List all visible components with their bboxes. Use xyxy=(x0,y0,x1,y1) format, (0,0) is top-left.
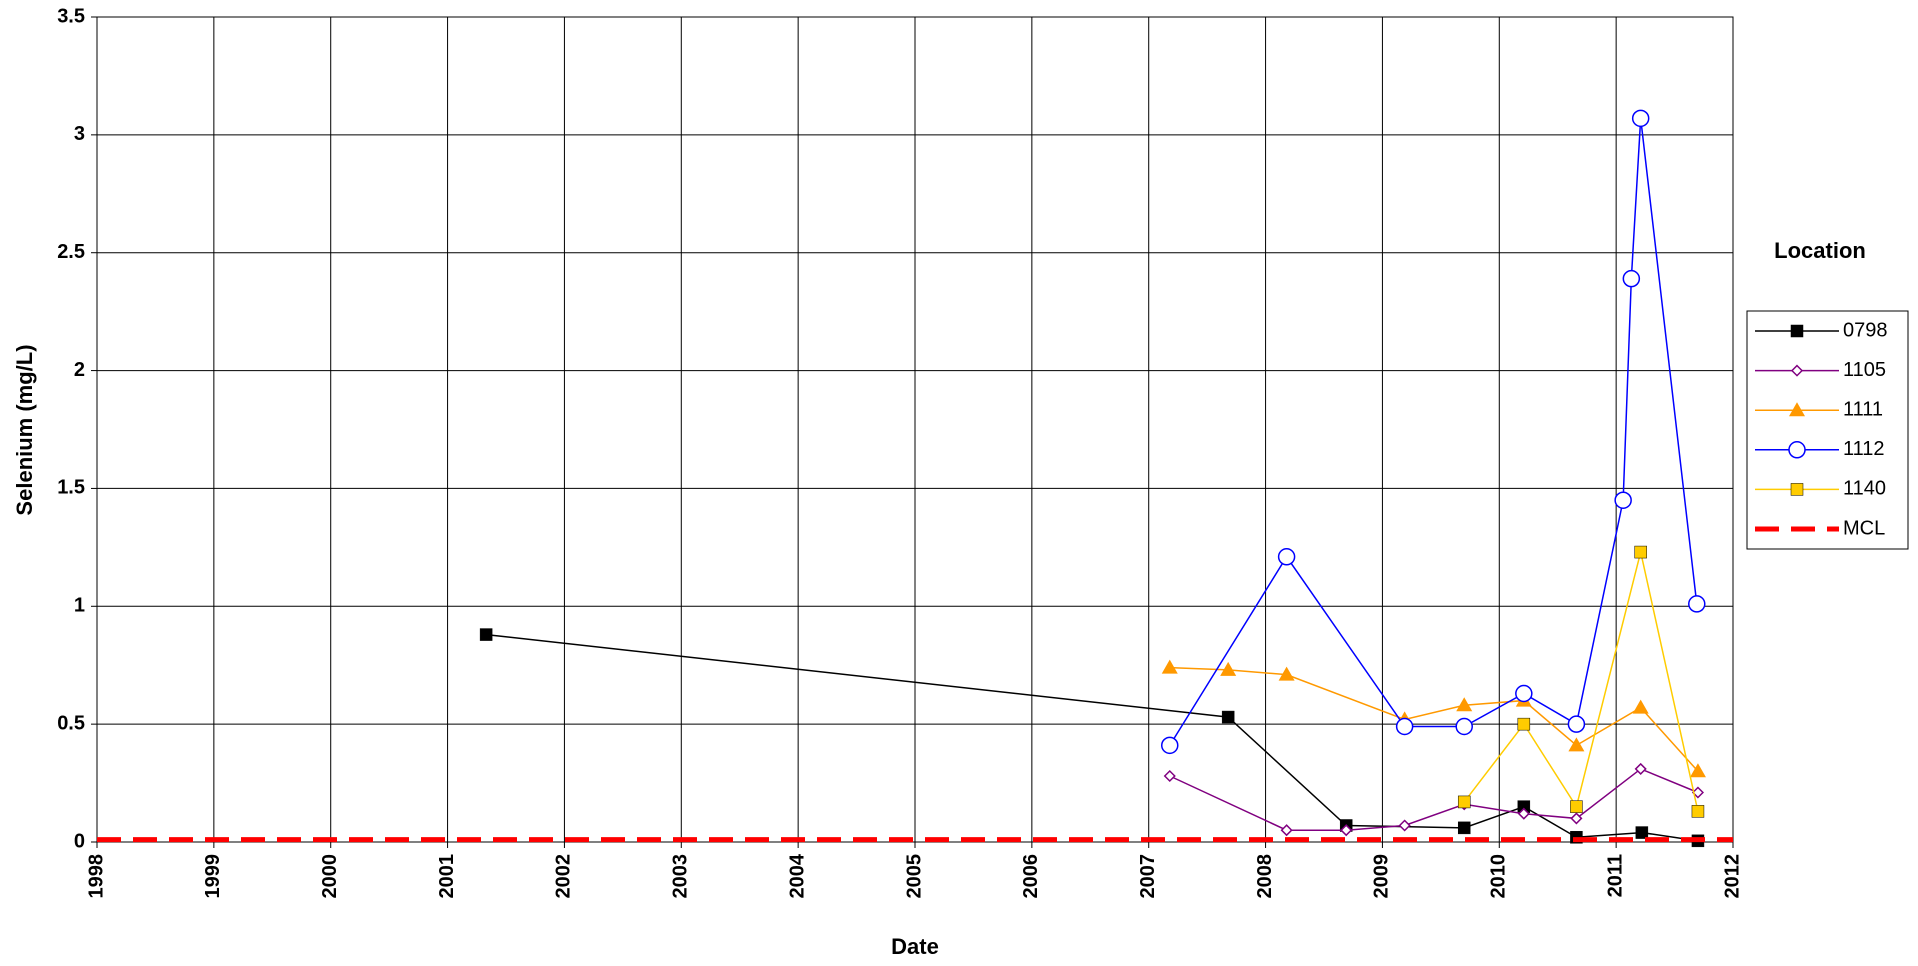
data-point xyxy=(1570,800,1583,813)
x-tick-label: 2001 xyxy=(436,854,458,899)
data-point xyxy=(1161,659,1178,674)
data-point xyxy=(1567,715,1586,733)
legend-box xyxy=(1746,310,1909,550)
y-tick-label: 3 xyxy=(74,123,85,145)
data-point xyxy=(1457,821,1471,835)
x-tick-label: 2008 xyxy=(1254,854,1276,899)
data-point xyxy=(1570,812,1583,825)
y-tick-label: 2.5 xyxy=(57,241,85,263)
data-point xyxy=(1515,684,1533,703)
y-axis-label: Selenium (mg/L) xyxy=(12,344,37,515)
legend-marker xyxy=(1790,324,1804,338)
x-tick-label: 2000 xyxy=(319,854,341,899)
series-line xyxy=(1169,118,1698,746)
x-tick-label: 2012 xyxy=(1721,854,1743,899)
x-tick-label: 2004 xyxy=(786,853,808,898)
legend-marker xyxy=(1788,441,1806,459)
legend-label: 1140 xyxy=(1843,478,1886,500)
legend-label: 0798 xyxy=(1843,319,1888,341)
data-point xyxy=(1631,109,1650,128)
x-tick-label: 2005 xyxy=(903,854,925,899)
data-point xyxy=(1634,762,1647,775)
y-tick-label: 1 xyxy=(74,595,85,617)
data-point xyxy=(1221,710,1235,724)
legend-label: 1112 xyxy=(1843,438,1885,460)
data-point xyxy=(1278,666,1295,681)
x-tick-label: 2002 xyxy=(553,854,575,899)
x-tick-label: 2010 xyxy=(1488,854,1510,899)
data-point xyxy=(1457,795,1471,809)
data-point xyxy=(1340,824,1353,837)
x-tick-label: 2009 xyxy=(1371,854,1393,899)
x-tick-label: 2007 xyxy=(1137,854,1159,899)
y-tick-label: 2 xyxy=(74,359,85,381)
y-tick-label: 1.5 xyxy=(57,477,85,499)
legend-marker xyxy=(1790,483,1804,496)
data-point xyxy=(1456,697,1473,712)
data-point xyxy=(1455,717,1473,736)
legend-label: 1111 xyxy=(1843,398,1883,420)
data-point xyxy=(1277,548,1296,566)
x-tick-label: 2003 xyxy=(670,854,692,899)
data-point xyxy=(1688,595,1706,613)
legend-label: MCL xyxy=(1843,517,1885,539)
y-tick-label: 0 xyxy=(74,830,85,852)
data-point xyxy=(1568,737,1585,752)
data-point xyxy=(1398,819,1411,832)
data-point xyxy=(1517,717,1531,731)
y-tick-label: 0.5 xyxy=(57,712,85,734)
data-point xyxy=(1614,491,1632,509)
data-point xyxy=(1635,826,1649,839)
series-line xyxy=(486,633,1699,842)
legend-marker xyxy=(1790,364,1804,377)
x-tick-label: 1998 xyxy=(85,854,107,899)
data-point xyxy=(1689,763,1706,778)
data-point xyxy=(1691,786,1705,799)
data-point xyxy=(1395,717,1414,736)
y-tick-label: 3.5 xyxy=(57,5,85,27)
data-point xyxy=(479,628,493,641)
data-point xyxy=(1517,807,1530,820)
x-axis-label: Date xyxy=(891,934,939,959)
data-point xyxy=(1280,824,1293,837)
legend-label: 1105 xyxy=(1843,359,1886,381)
data-point xyxy=(1634,545,1647,559)
data-point xyxy=(1622,269,1641,288)
x-tick-label: 2011 xyxy=(1604,854,1626,897)
x-tick-label: 2006 xyxy=(1020,854,1042,899)
legend-title: Location xyxy=(1774,238,1866,263)
data-point xyxy=(1691,805,1705,818)
data-point xyxy=(1220,661,1237,676)
data-point xyxy=(1632,699,1649,714)
x-tick-label: 1999 xyxy=(202,854,224,899)
data-point xyxy=(1163,769,1176,783)
data-point xyxy=(1160,736,1179,755)
legend-marker xyxy=(1789,402,1805,417)
